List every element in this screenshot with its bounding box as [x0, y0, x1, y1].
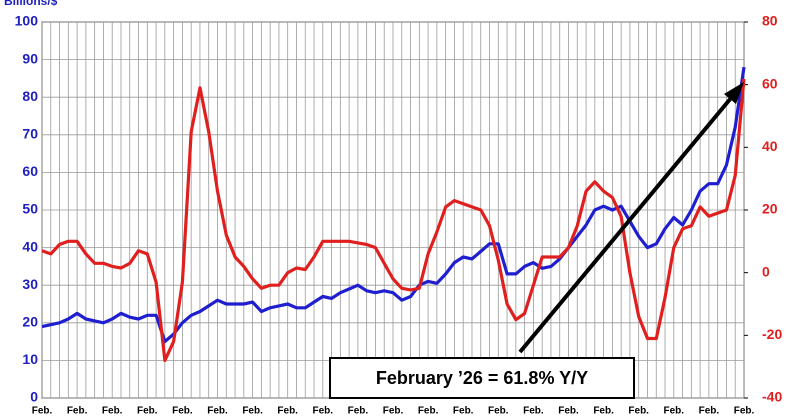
y-tick-label: 0	[30, 389, 38, 405]
x-tick-label: Feb.	[137, 406, 158, 416]
x-tick-label: Feb.	[593, 406, 614, 416]
y-tick-label: 30	[22, 276, 38, 292]
x-tick-label: Feb.	[734, 406, 755, 416]
x-tick-label: Feb.	[102, 406, 123, 416]
x-tick-label: Feb.	[523, 406, 544, 416]
x-tick-label: Feb.	[242, 406, 263, 416]
y2-tick-label: 40	[762, 138, 778, 154]
x-tick-label: Feb.	[488, 406, 509, 416]
x-tick-label: Feb.	[313, 406, 334, 416]
y-tick-label: 90	[22, 50, 38, 66]
y-tick-label: 10	[22, 351, 38, 367]
y2-tick-label: 80	[762, 13, 778, 29]
x-tick-label: Feb.	[277, 406, 298, 416]
y-tick-label: 50	[22, 201, 38, 217]
x-tick-label: Feb.	[348, 406, 369, 416]
x-tick-label: Feb.	[172, 406, 193, 416]
arrow-head	[724, 82, 744, 104]
series-line	[41, 78, 746, 362]
x-tick-label: Feb.	[67, 406, 88, 416]
chart-title: Billions/$	[4, 0, 58, 8]
y-tick-label: 40	[22, 238, 38, 254]
x-tick-label: Feb.	[207, 406, 228, 416]
x-tick-label: Feb.	[699, 406, 720, 416]
x-tick-label: Feb.	[418, 406, 439, 416]
x-tick-label: Feb.	[32, 406, 53, 416]
series-line	[41, 66, 746, 344]
y-tick-label: 20	[22, 314, 38, 330]
y-tick-label: 60	[22, 163, 38, 179]
x-tick-label: Feb.	[558, 406, 579, 416]
annotation: February ’26 = 61.8% Y/Y	[376, 368, 588, 388]
x-tick-label: Feb.	[383, 406, 404, 416]
y2-tick-label: 20	[762, 201, 778, 217]
annotation-arrow	[518, 90, 738, 354]
y2-tick-label: -40	[762, 389, 782, 405]
y-tick-label: 80	[22, 88, 38, 104]
annotation-box	[329, 357, 635, 399]
y2-tick-label: -20	[762, 326, 782, 342]
x-tick-label: Feb.	[628, 406, 649, 416]
x-tick-label: Feb.	[453, 406, 474, 416]
y-tick-label: 70	[22, 126, 38, 142]
x-tick-label: Feb.	[664, 406, 685, 416]
y2-tick-label: 60	[762, 75, 778, 91]
y2-tick-label: 0	[762, 263, 770, 279]
y-tick-label: 100	[15, 13, 39, 29]
